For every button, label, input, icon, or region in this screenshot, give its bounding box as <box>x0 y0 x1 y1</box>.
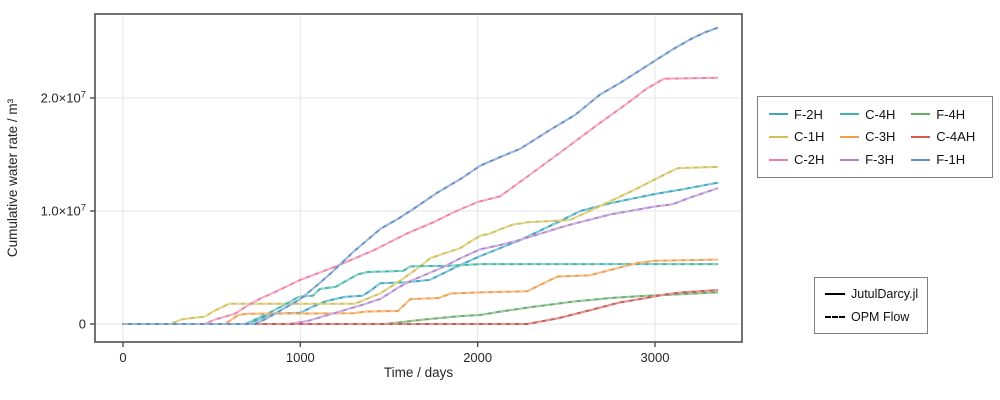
legend-label: C-4AH <box>936 129 976 145</box>
legend-label: C-1H <box>794 129 825 145</box>
series-line-C-2H-opmflow <box>123 76 718 325</box>
legend-item-F-2H: F-2H <box>769 107 830 122</box>
y-tick-label: 0 <box>79 317 86 332</box>
legend-swatch-F-2H <box>769 113 788 116</box>
series-line-F-3H-jutuldarcy <box>122 187 719 325</box>
legend-label: F-2H <box>794 106 823 122</box>
x-tick-label: 0 <box>119 350 126 365</box>
x-tick-label: 2000 <box>463 350 492 365</box>
legend-swatch-C-1H <box>769 135 788 138</box>
legend-label: F-1H <box>936 152 966 168</box>
legend-item-F-4H: F-4H <box>911 107 981 122</box>
y-tick-label: 1.0×107 <box>41 203 86 219</box>
legend-item-solid: JutulDarcy.jl <box>825 287 919 301</box>
x-tick-label: 3000 <box>641 350 670 365</box>
legend-label: C-2H <box>794 152 825 168</box>
series-line-F-3H-opmflow <box>123 187 718 325</box>
series-line-C-4AH-jutuldarcy <box>122 289 719 325</box>
legend-swatch-solid-line <box>825 293 845 295</box>
legend-label: JutulDarcy.jl <box>851 287 919 301</box>
x-tick-label: 1000 <box>286 350 315 365</box>
series-line-F-1H-jutuldarcy <box>122 26 719 325</box>
series-line-C-1H-opmflow <box>123 166 718 325</box>
legend-swatch-F-1H <box>911 158 931 161</box>
series-line-C-4H-jutuldarcy <box>122 263 719 325</box>
legend-swatch-F-3H <box>840 158 860 161</box>
legend-label: C-4H <box>865 106 896 122</box>
legend-item-C-3H: C-3H <box>840 129 901 144</box>
series-line-C-4AH-opmflow <box>123 289 718 325</box>
legend-swatch-C-3H <box>840 135 860 138</box>
legend-label: F-4H <box>936 106 966 122</box>
legend-label: F-3H <box>865 152 894 168</box>
legend-swatch-C-4H <box>840 113 860 116</box>
series-line-C-3H-opmflow <box>123 258 718 325</box>
legend-item-C-2H: C-2H <box>769 152 830 167</box>
series-line-F-1H-opmflow <box>123 27 718 325</box>
y-axis-label: Cumulative water rate / m³ <box>5 98 20 257</box>
legend-simulators: JutulDarcy.jl OPM Flow <box>814 277 928 334</box>
x-axis-label: Time / days <box>384 365 454 380</box>
legend-item-dashed: OPM Flow <box>825 310 917 324</box>
series-line-C-2H-jutuldarcy <box>122 76 719 325</box>
series-line-C-4H-opmflow <box>123 263 718 325</box>
series-line-F-4H-jutuldarcy <box>122 291 719 325</box>
legend-wells: F-2H C-1H C-2H C-4H C-3H F-3H F-4H C-4AH F-1H <box>757 96 993 178</box>
legend-item-C-1H: C-1H <box>769 129 830 144</box>
y-tick-label: 2.0×107 <box>41 90 86 106</box>
plot-frame <box>94 13 743 343</box>
legend-item-C-4AH: C-4AH <box>911 129 981 144</box>
legend-swatch-F-4H <box>911 113 931 116</box>
legend-item-F-3H: F-3H <box>840 152 901 167</box>
legend-item-C-4H: C-4H <box>840 107 901 122</box>
legend-label: C-3H <box>865 129 896 145</box>
legend-item-F-1H: F-1H <box>911 152 981 167</box>
series-line-C-1H-jutuldarcy <box>122 165 719 325</box>
series-line-F-4H-opmflow <box>123 291 718 325</box>
legend-swatch-C-2H <box>769 158 788 161</box>
legend-swatch-dashed-line <box>825 316 845 318</box>
legend-swatch-C-4AH <box>911 135 931 138</box>
legend-label: OPM Flow <box>851 310 910 324</box>
series-line-C-3H-jutuldarcy <box>122 258 719 325</box>
